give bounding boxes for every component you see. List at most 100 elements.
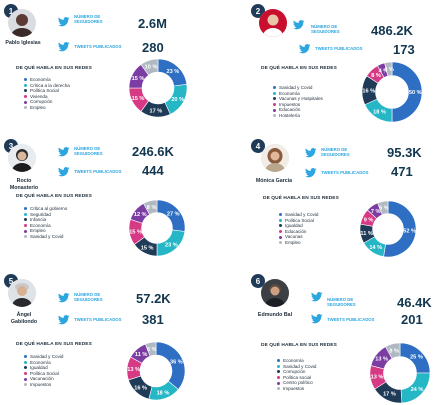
donut-slice-label: 27 %: [167, 212, 180, 218]
tweets-value: 280: [142, 40, 164, 55]
followers-label: NÚMERO DE SEGUIDORES: [74, 292, 103, 302]
followers-value: 95.3K: [387, 145, 422, 160]
legend-item: Crítica al gobierno: [24, 206, 67, 212]
legend-item: Impuestos: [277, 386, 316, 392]
profile-card-4: 4 Mónica García NÚMERO DE SEGUIDORES 95.…: [221, 135, 442, 270]
donut-slice-label: 24 %: [411, 387, 424, 393]
topics-legend: Sanidad y Covid Economía Igualdad Política …: [24, 354, 63, 388]
legend-color-dot: [273, 91, 276, 95]
person-name: Edmundo Bal: [257, 312, 293, 318]
legend-item: Igualdad: [24, 365, 63, 371]
twitter-icon: [293, 20, 305, 30]
donut-slice-label: 50 %: [409, 90, 422, 96]
legend-item: Sanidad y Covid: [24, 234, 67, 240]
donut-slice-label: 25 %: [410, 355, 423, 361]
donut-slice: [384, 61, 393, 77]
legend-color-dot: [279, 230, 282, 234]
topics-header: DE QUÉ HABLA EN SUS REDES: [261, 66, 337, 71]
legend-label: Empleo: [30, 228, 46, 234]
legend-label: Crítica a la derecha: [30, 82, 70, 88]
legend-label: Seguridad: [30, 211, 51, 217]
legend-item: Impuestos: [273, 102, 323, 108]
legend-item: Economía: [24, 223, 67, 229]
profile-card-3: 3 Rocío Monasterio NÚMERO DE SEGUIDORES …: [0, 135, 221, 270]
legend-color-dot: [24, 83, 27, 87]
legend-label: Vacunación: [30, 376, 54, 382]
twitter-icon: [311, 314, 323, 324]
legend-label: Educación: [285, 228, 307, 234]
donut-slice-label: 17 %: [150, 108, 163, 114]
donut-slice-label: 6 %: [379, 206, 389, 212]
legend-label: Economía: [30, 77, 51, 82]
legend-label: Corrupción: [283, 369, 306, 375]
legend-color-dot: [273, 103, 276, 107]
legend-color-dot: [277, 359, 280, 363]
tweets-label: TWEETS PUBLICADOS: [74, 317, 122, 322]
donut-slice-label: 36 %: [170, 359, 183, 365]
profile-card-5: 5 Ángel Gabilondo NÚMERO DE SEGUIDORES 5…: [0, 270, 221, 405]
legend-item: Economía: [273, 91, 323, 97]
legend-item: Vacunas y Hospitales: [273, 96, 323, 102]
topics-header: DE QUÉ HABLA EN SUS REDES: [16, 342, 92, 347]
legend-color-dot: [279, 218, 282, 222]
legend-item: Sanidad y Covid: [277, 364, 316, 370]
legend-color-dot: [24, 383, 27, 387]
topics-donut-chart: 27 % 23 % 15 % 15 % 12 %8 %: [128, 199, 186, 257]
legend-color-dot: [277, 376, 280, 380]
legend-item: Corrupción: [277, 369, 316, 375]
legend-color-dot: [24, 235, 27, 239]
legend-item: Sanidad y Covid: [24, 354, 63, 360]
twitter-icon: [305, 148, 317, 158]
legend-label: Centro político: [283, 380, 313, 386]
legend-color-dot: [24, 95, 27, 99]
twitter-icon: [305, 168, 317, 178]
legend-label: Igualdad: [30, 365, 48, 371]
legend-color-dot: [277, 381, 280, 385]
twitter-icon: [58, 17, 70, 27]
avatar: [8, 279, 36, 307]
legend-label: Vivienda: [30, 93, 48, 99]
topics-legend: Crítica al gobierno Seguridad Infancia Econ…: [24, 206, 67, 240]
legend-color-dot: [24, 78, 27, 82]
legend-item: Política Social: [24, 88, 70, 94]
topics-donut-chart: 25 %24 %17 %13 %13 %8 %: [369, 342, 431, 404]
donut-slice-label: 15 %: [141, 245, 154, 251]
legend-item: Empleo: [24, 105, 70, 111]
legend-color-dot: [277, 387, 280, 391]
donut-slice: [155, 341, 186, 390]
legend-color-dot: [24, 355, 27, 359]
avatar: [8, 9, 36, 37]
legend-color-dot: [273, 108, 276, 112]
twitter-icon: [58, 167, 70, 177]
legend-color-dot: [279, 213, 282, 217]
legend-label: Política Social: [30, 88, 59, 94]
donut-slice-label: 13 %: [127, 367, 140, 373]
person-name: Ángel Gabilondo: [10, 312, 38, 325]
topics-legend: Sanidad y Covid Economía Vacunas y Hospita…: [273, 85, 323, 119]
donut-slice-label: 23 %: [165, 242, 178, 248]
donut-slice: [385, 342, 401, 359]
tweets-label: TWEETS PUBLICADOS: [321, 170, 369, 175]
legend-label: Sanidad y Covid: [283, 363, 317, 369]
legend-label: Economía: [283, 358, 304, 363]
legend-item: Vivienda: [24, 94, 70, 100]
donut-slice-label: 13 %: [375, 357, 388, 363]
legend-label: Economía: [30, 359, 51, 365]
topics-header: DE QUÉ HABLA EN SUS REDES: [263, 196, 339, 201]
legend-item: Sanidad y Covid: [279, 212, 318, 218]
donut-slice-label: 15 %: [129, 229, 142, 235]
legend-item: Economía: [277, 358, 316, 364]
donut-slice: [140, 58, 159, 76]
donut-slice-label: 4 %: [379, 68, 389, 74]
twitter-icon: [58, 293, 70, 303]
topics-donut-chart: 23 %20 %17 %15 %15 %10 %: [128, 58, 188, 118]
legend-label: Política Social: [285, 217, 314, 223]
followers-label: NÚMERO DE SEGUIDORES: [311, 24, 340, 34]
legend-label: Crítica al gobierno: [30, 206, 68, 211]
legend-label: Economía: [30, 222, 51, 228]
followers-value: 486.2K: [371, 23, 413, 38]
donut-slice: [144, 341, 157, 357]
legend-color-dot: [24, 377, 27, 381]
tweets-label: TWEETS PUBLICADOS: [327, 317, 375, 322]
topics-legend: Economía Crítica a la derecha Política Soc…: [24, 77, 70, 111]
